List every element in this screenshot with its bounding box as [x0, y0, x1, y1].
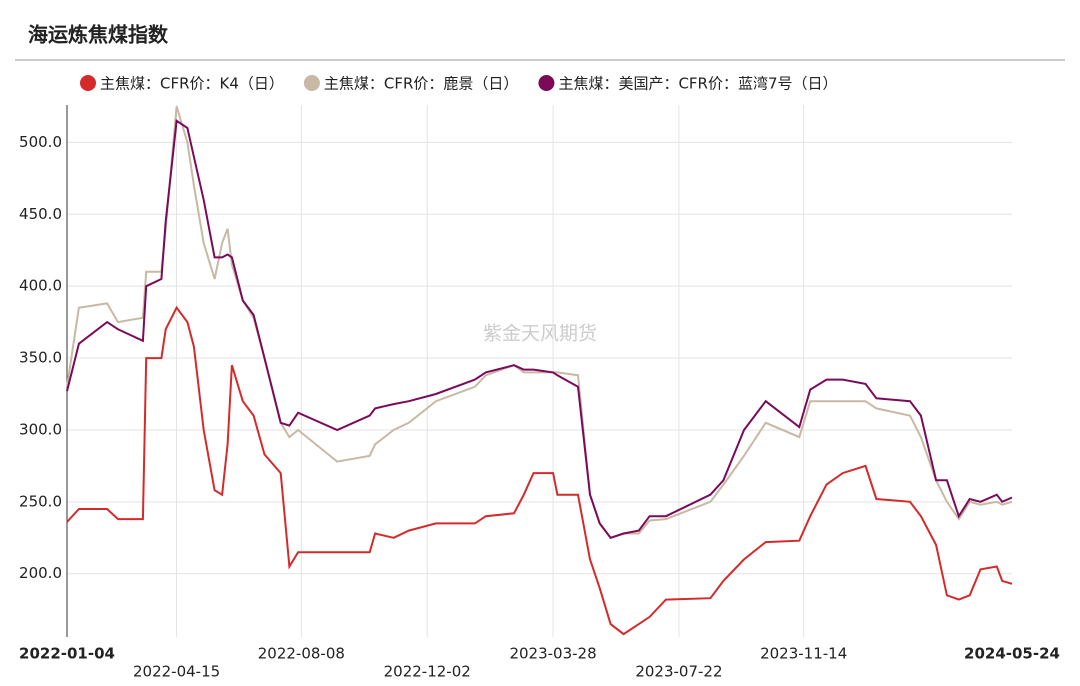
y-tick-label: 400.0 [19, 277, 62, 295]
series-line [66, 106, 1013, 539]
legend-label: 主焦煤：CFR价：鹿景（日） [324, 75, 519, 93]
y-tick-label: 300.0 [19, 420, 62, 438]
legend-label: 主焦煤：美国产：CFR价：蓝湾7号（日） [558, 75, 837, 93]
x-tick-label: 2022-08-08 [258, 645, 345, 663]
x-tick-label: 2023-03-28 [509, 645, 596, 663]
series-line [66, 119, 1013, 539]
watermark: 紫金天风期货 [483, 323, 597, 345]
series-line [66, 305, 1013, 636]
y-tick-label: 250.0 [19, 492, 62, 510]
y-tick-label: 350.0 [19, 349, 62, 367]
x-tick-label: 2024-05-24 [964, 645, 1060, 663]
y-tick-label: 500.0 [19, 133, 62, 151]
legend-label: 主焦煤：CFR价：K4（日） [100, 75, 284, 93]
chart-title: 海运炼焦煤指数 [28, 23, 169, 47]
legend-swatch [538, 75, 555, 91]
legend-swatch [80, 75, 96, 91]
x-tick-label: 2022-12-02 [384, 663, 471, 681]
legend-swatch [303, 75, 320, 91]
x-tick-label: 2023-07-22 [635, 663, 722, 681]
x-tick-label: 2023-11-14 [760, 645, 847, 663]
legend: 主焦煤：CFR价：K4（日） 主焦煤：CFR价：鹿景（日） 主焦煤：美国产：CFR价… [80, 75, 838, 93]
x-tick-label: 2022-01-04 [19, 645, 115, 663]
x-tick-label: 2022-04-15 [133, 663, 220, 681]
y-tick-label: 450.0 [19, 205, 62, 223]
y-tick-label: 200.0 [19, 564, 62, 582]
